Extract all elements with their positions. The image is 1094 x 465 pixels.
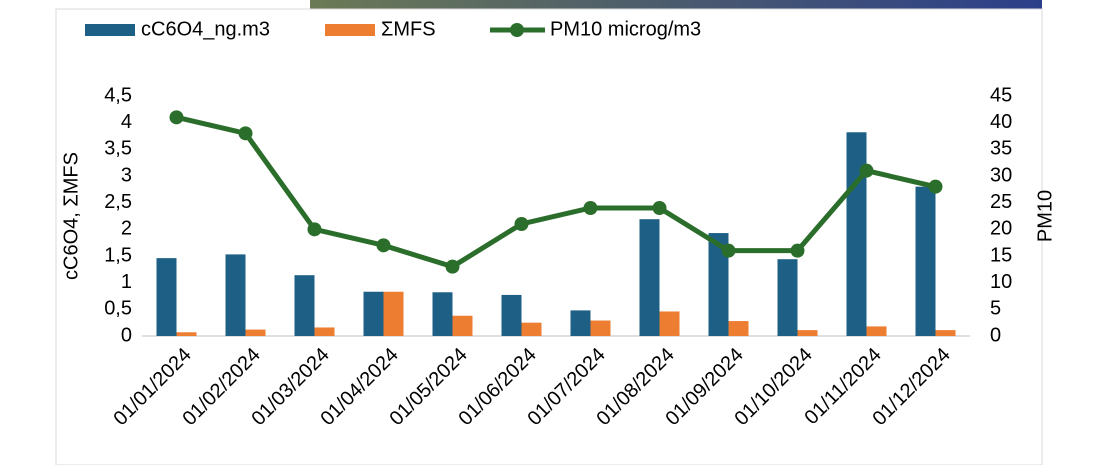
bar	[778, 259, 798, 336]
bar	[867, 326, 887, 336]
y-tick-label: 1,5	[104, 244, 132, 266]
y-tick-label: 0	[121, 324, 132, 346]
y2-tick-label: 25	[990, 191, 1012, 213]
marker	[722, 244, 736, 258]
bar	[384, 292, 404, 336]
y2-tick-label: 35	[990, 138, 1012, 160]
legend-label: PM10 microg/m3	[550, 18, 701, 40]
marker	[239, 126, 253, 140]
y-tick-label: 4,5	[104, 84, 132, 106]
bar	[729, 321, 749, 336]
y-tick-label: 0,5	[104, 298, 132, 320]
y-tick-label: 2	[121, 218, 132, 240]
y2-tick-label: 5	[990, 298, 1001, 320]
legend-swatch	[325, 24, 375, 36]
marker	[377, 238, 391, 252]
legend-swatch	[510, 23, 524, 37]
bar	[364, 292, 384, 336]
bar	[916, 187, 936, 336]
legend-swatch	[85, 24, 135, 36]
marker	[791, 244, 805, 258]
bar	[226, 254, 246, 336]
photo-strip	[310, 0, 1042, 9]
y-tick-label: 3,5	[104, 138, 132, 160]
chart: cC6O4, ΣMFS PM10 0 0,5 1 1,5 2 2,5 3 3,5 4 4,5 0 5 1…	[0, 0, 1094, 465]
y-tick-label: 2,5	[104, 191, 132, 213]
bar	[502, 295, 522, 336]
marker	[929, 180, 943, 194]
legend-label: cC6O4_ng.m3	[141, 18, 270, 40]
y2-tick-label: 40	[990, 111, 1012, 133]
marker	[584, 201, 598, 215]
bar	[640, 219, 660, 336]
page: cC6O4, ΣMFS PM10 0 0,5 1 1,5 2 2,5 3 3,5 4 4,5 0 5 1…	[0, 0, 1094, 465]
bar	[571, 310, 591, 336]
bar	[246, 330, 266, 336]
bar	[295, 275, 315, 336]
y2-tick-label: 10	[990, 271, 1012, 293]
marker	[308, 222, 322, 236]
bar	[847, 132, 867, 336]
bar	[936, 330, 956, 336]
y2-tick-label: 30	[990, 164, 1012, 186]
bar	[660, 311, 680, 336]
bar	[798, 330, 818, 336]
marker	[446, 260, 460, 274]
y2-tick-label: 0	[990, 324, 1001, 346]
bar	[591, 321, 611, 336]
bar	[177, 332, 197, 336]
marker	[860, 164, 874, 178]
marker	[653, 201, 667, 215]
y-tick-label: 4	[121, 111, 132, 133]
y2-tick-label: 45	[990, 84, 1012, 106]
y-tick-label: 3	[121, 164, 132, 186]
bar	[433, 292, 453, 336]
y2-axis-title: PM10	[1034, 190, 1056, 242]
bar	[453, 316, 473, 336]
y2-tick-label: 15	[990, 244, 1012, 266]
bar	[315, 327, 335, 336]
y-tick-label: 1	[121, 271, 132, 293]
marker	[170, 110, 184, 124]
marker	[515, 217, 529, 231]
y-axis-title: cC6O4, ΣMFS	[60, 152, 82, 280]
bar	[157, 258, 177, 336]
y2-tick-label: 20	[990, 218, 1012, 240]
bar	[522, 323, 542, 336]
legend-label: ΣMFS	[381, 18, 436, 40]
